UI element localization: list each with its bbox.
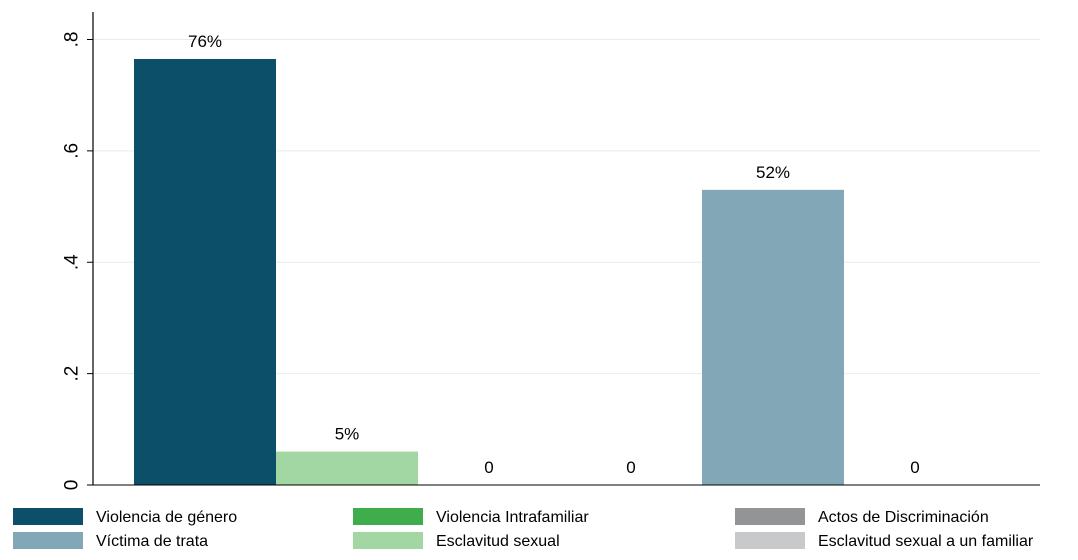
y-axis-ticks: 0 .2 .4 .6 .8 xyxy=(62,32,93,491)
legend-label: Esclavitud sexual xyxy=(436,533,560,550)
legend-item: Esclavitud sexual xyxy=(353,532,560,550)
legend-swatch xyxy=(735,508,805,525)
data-label: 5% xyxy=(335,425,360,444)
y-tick-label: 0 xyxy=(62,480,83,491)
legend-item: Esclavitud sexual a un familiar xyxy=(735,532,1034,550)
legend-label: Violencia Intrafamiliar xyxy=(436,509,589,526)
bar xyxy=(702,189,844,485)
legend-item: Actos de Discriminación xyxy=(735,508,989,526)
y-tick-label: .8 xyxy=(62,32,83,48)
y-tick-label: .6 xyxy=(62,143,83,159)
legend-item: Violencia Intrafamiliar xyxy=(353,508,589,526)
data-label: 0 xyxy=(484,458,493,477)
legend-label: Esclavitud sexual a un familiar xyxy=(818,533,1034,550)
data-label: 0 xyxy=(910,458,919,477)
legend-swatch xyxy=(13,508,83,525)
legend-item: Víctima de trata xyxy=(13,532,208,550)
data-label: 0 xyxy=(626,458,635,477)
legend-label: Violencia de género xyxy=(96,509,237,526)
data-labels: 76% 5% 0 0 52% 0 xyxy=(188,32,920,477)
data-label: 76% xyxy=(188,32,222,51)
legend-swatch xyxy=(353,532,423,549)
legend: Violencia de género Violencia Intrafamili… xyxy=(13,508,1034,550)
y-tick-label: .2 xyxy=(62,366,83,382)
bar xyxy=(134,58,276,485)
legend-swatch xyxy=(13,532,83,549)
legend-swatch xyxy=(353,508,423,525)
y-tick-label: .4 xyxy=(62,254,83,270)
data-label: 52% xyxy=(756,163,790,182)
bars xyxy=(134,58,844,485)
legend-swatch xyxy=(735,532,805,549)
legend-item: Violencia de género xyxy=(13,508,237,526)
legend-label: Víctima de trata xyxy=(96,533,208,550)
legend-label: Actos de Discriminación xyxy=(818,509,989,526)
bar xyxy=(276,451,418,485)
